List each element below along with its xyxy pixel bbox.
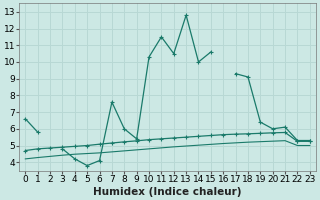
X-axis label: Humidex (Indice chaleur): Humidex (Indice chaleur) (93, 187, 242, 197)
